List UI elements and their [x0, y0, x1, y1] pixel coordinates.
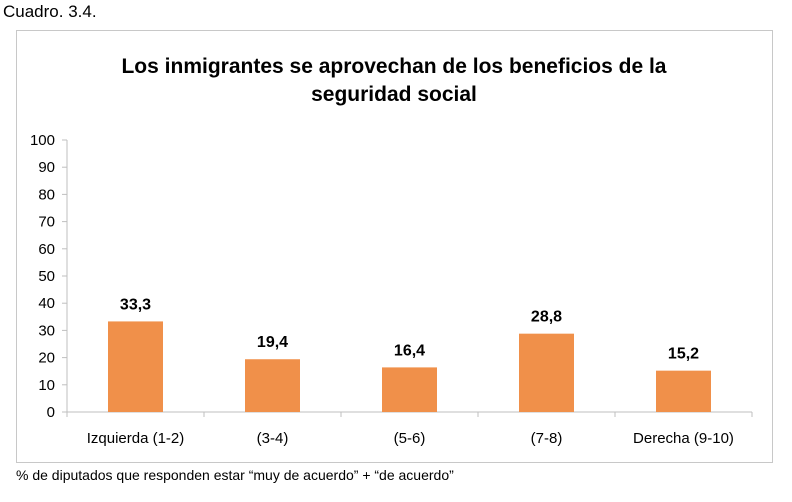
- x-category-label: Derecha (9-10): [633, 430, 734, 447]
- data-label: 19,4: [257, 334, 288, 351]
- y-tick-label: 40: [38, 295, 55, 312]
- y-tick-label: 90: [38, 159, 55, 176]
- y-tick-label: 100: [30, 132, 55, 149]
- y-tick-label: 60: [38, 241, 55, 258]
- footnote: % de diputados que responden estar “muy …: [16, 467, 454, 483]
- chart-title-line-1: Los inmigrantes se aprovechan de los ben…: [121, 55, 666, 78]
- y-tick-label: 70: [38, 214, 55, 231]
- data-label: 16,4: [394, 342, 425, 359]
- bar: [108, 321, 163, 412]
- y-tick-label: 50: [38, 268, 55, 285]
- bar: [245, 359, 300, 412]
- data-label: 33,3: [120, 296, 151, 313]
- chart-title-line-2: seguridad social: [311, 83, 477, 106]
- y-tick-label: 10: [38, 377, 55, 394]
- y-tick-label: 20: [38, 350, 55, 367]
- y-tick-label: 80: [38, 186, 55, 203]
- figure-caption: Cuadro. 3.4.: [3, 2, 97, 21]
- bar: [519, 333, 574, 412]
- bar: [382, 367, 437, 412]
- x-category-label: Izquierda (1-2): [87, 430, 185, 447]
- x-category-label: (7-8): [531, 430, 563, 447]
- y-tick-label: 0: [47, 404, 55, 421]
- x-category-label: (3-4): [257, 430, 289, 447]
- chart-frame: [16, 30, 773, 463]
- x-category-label: (5-6): [394, 430, 426, 447]
- y-tick-label: 30: [38, 322, 55, 339]
- data-label: 28,8: [531, 309, 562, 326]
- bar: [656, 370, 711, 412]
- data-label: 15,2: [668, 346, 699, 363]
